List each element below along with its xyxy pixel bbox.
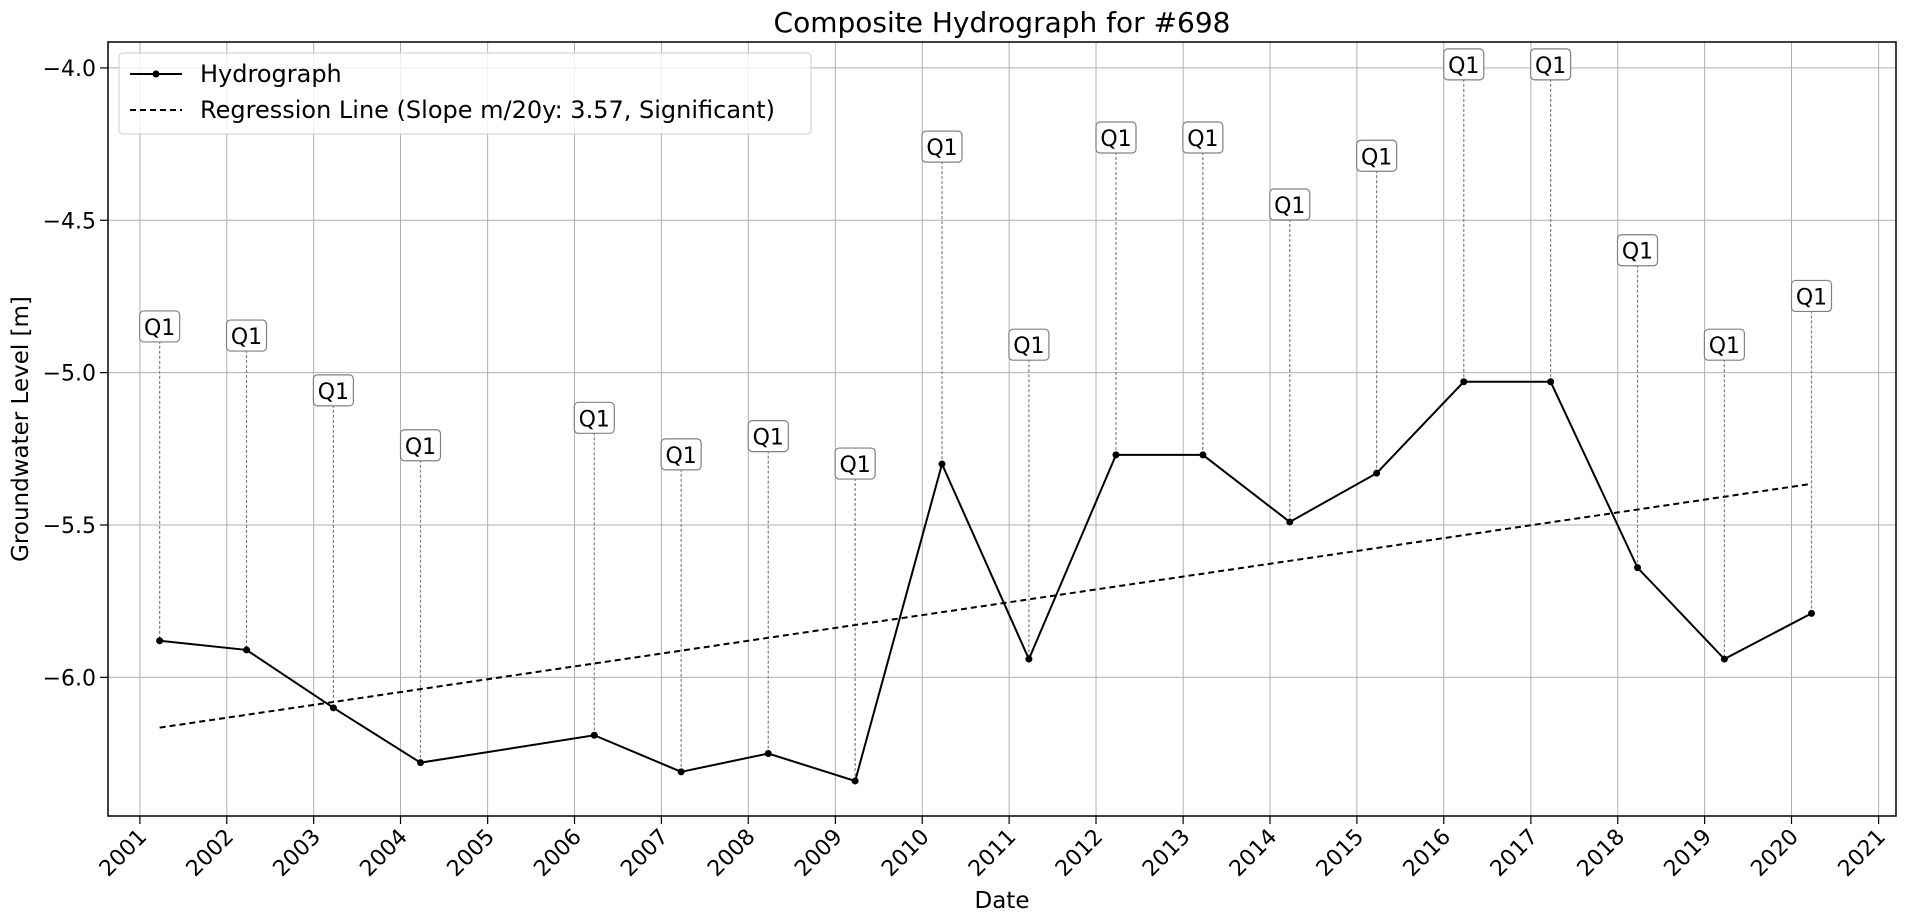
plot-frame — [107, 41, 1897, 817]
y-tick-label: −6.0 — [43, 666, 96, 691]
hydrograph-point — [417, 759, 425, 767]
hydrograph-point — [1112, 451, 1120, 459]
annotation-label: Q1 — [926, 136, 957, 161]
y-tick-label: −4.0 — [43, 57, 96, 82]
annotation-label: Q1 — [1013, 334, 1044, 359]
annotation-label: Q1 — [1796, 285, 1827, 310]
chart-title: Composite Hydrograph for #698 — [774, 6, 1231, 39]
annotation-box — [1530, 48, 1572, 81]
annotation-label: Q1 — [1187, 127, 1218, 152]
hydrograph-point — [764, 750, 772, 758]
annotation-label: Q1 — [1361, 145, 1392, 170]
annotation-box — [1703, 328, 1745, 361]
annotation-box — [747, 420, 789, 453]
annotation-label: Q1 — [839, 453, 870, 478]
legend-hydrograph-marker — [152, 70, 160, 78]
annotation-connectors — [159, 78, 1813, 781]
hydrograph-point — [329, 704, 337, 712]
annotation-label: Q1 — [144, 316, 175, 341]
annotation-box — [834, 447, 876, 480]
hydrograph-point — [1808, 609, 1816, 617]
regression-line — [159, 482, 1812, 729]
hydrograph-point — [1460, 378, 1468, 386]
hydrograph-point — [1634, 564, 1642, 572]
legend-regression-label: Regression Line (Slope m/20y: 3.57, Sign… — [200, 96, 775, 124]
annotation-labels: Q1 Q1 Q1 Q1 Q1 Q1 Q1 Q1 Q1 Q1 Q1 Q1 Q1 Q1 Q1 Q1 Q1 Q1 Q1 — [139, 48, 1833, 480]
y-tick-label: −4.5 — [43, 209, 96, 234]
annotation-label: Q1 — [1535, 54, 1566, 79]
series-layer — [156, 378, 1816, 785]
annotation-label: Q1 — [753, 426, 784, 451]
annotation-box — [1356, 139, 1398, 172]
annotation-box — [1182, 121, 1224, 154]
annotation-label: Q1 — [318, 380, 349, 405]
x-axis-label: Date — [975, 888, 1030, 914]
annotation-box — [312, 374, 355, 407]
hydrograph-point — [1720, 655, 1728, 663]
annotation-box — [1790, 279, 1833, 313]
annotation-box — [139, 310, 181, 343]
annotation-label: Q1 — [405, 435, 436, 460]
annotation-label: Q1 — [231, 325, 262, 350]
hydrograph-point — [851, 777, 859, 785]
annotation-label: Q1 — [1274, 194, 1305, 219]
annotation-box — [1443, 48, 1485, 81]
hydrograph-point — [1547, 378, 1555, 386]
annotation-label: Q1 — [1448, 54, 1479, 79]
legend-hydrograph-label: Hydrograph — [200, 60, 342, 88]
annotation-box — [225, 319, 268, 352]
y-axis-label: Groundwater Level [m] — [8, 296, 34, 562]
hydrograph-point — [1199, 451, 1207, 459]
annotation-box — [660, 438, 702, 471]
annotation-box — [1008, 328, 1050, 361]
y-tick-label: −5.0 — [43, 362, 96, 387]
hydrograph-point — [590, 731, 598, 739]
annotation-box — [573, 401, 615, 434]
legend: Hydrograph Regression Line (Slope m/20y:… — [118, 52, 812, 135]
annotation-box — [1095, 121, 1137, 154]
annotation-label: Q1 — [579, 407, 610, 432]
grid — [108, 42, 1896, 816]
annotation-label: Q1 — [1709, 334, 1740, 359]
hydrograph-point — [1286, 518, 1294, 526]
annotation-label: Q1 — [1100, 127, 1131, 152]
hydrograph-point — [243, 646, 251, 654]
legend-box — [118, 52, 812, 135]
hydrograph-point — [1373, 469, 1381, 477]
annotation-box — [399, 429, 442, 462]
y-axis-ticks: −6.0 −5.5 −5.0 −4.5 −4.0 — [43, 57, 108, 691]
y-tick-label: −5.5 — [43, 514, 96, 539]
hydrograph-point — [938, 460, 946, 468]
hydrograph-point — [1025, 655, 1033, 663]
hydrograph-point — [156, 637, 164, 645]
annotation-box — [1616, 234, 1659, 267]
annotation-box — [921, 130, 963, 163]
annotation-box — [1269, 188, 1311, 221]
hydrograph-point — [677, 768, 685, 776]
annotation-label: Q1 — [665, 444, 696, 469]
annotation-label: Q1 — [1622, 240, 1653, 265]
